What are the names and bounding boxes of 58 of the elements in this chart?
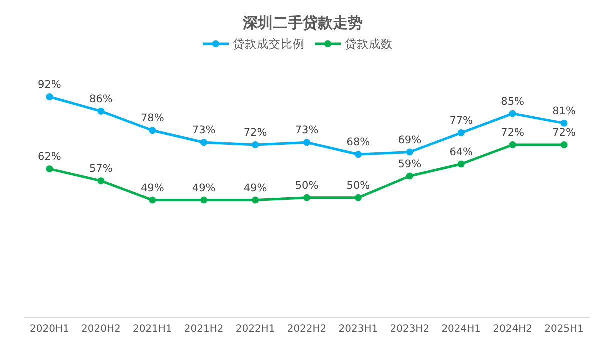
x-tick-label: 2021H1 <box>132 324 172 335</box>
point <box>304 139 310 146</box>
point <box>252 196 260 204</box>
point <box>149 196 156 204</box>
data-label: 92% <box>38 79 62 91</box>
data-label: 77% <box>450 115 474 128</box>
point <box>509 142 516 149</box>
point <box>406 148 414 156</box>
point <box>252 142 260 149</box>
data-label: 72% <box>552 127 576 140</box>
x-tick-label: 2020H2 <box>82 324 121 335</box>
data-label: 69% <box>398 134 422 146</box>
legend-label: 贷款成交比例 <box>233 37 305 51</box>
x-tick-label: 2021H2 <box>184 324 224 335</box>
point <box>406 172 414 180</box>
data-label: 86% <box>90 93 113 106</box>
point <box>98 108 105 115</box>
x-tick-label: 2022H1 <box>236 324 276 335</box>
point <box>458 160 465 168</box>
data-label: 50% <box>346 180 370 192</box>
data-label: 81% <box>552 105 576 118</box>
data-label: 62% <box>38 151 62 164</box>
data-label: 73% <box>295 124 319 137</box>
data-label: 50% <box>295 180 319 192</box>
data-label: 78% <box>140 112 164 125</box>
x-tick-label: 2024H1 <box>442 324 482 335</box>
data-label: 49% <box>140 182 164 194</box>
point <box>560 142 568 149</box>
point <box>354 151 362 158</box>
x-tick-label: 2024H2 <box>493 324 532 335</box>
point <box>46 166 54 173</box>
x-tick-label: 2023H1 <box>338 324 378 335</box>
data-label: 49% <box>244 182 268 194</box>
data-label: 72% <box>244 127 268 140</box>
data-label: 85% <box>501 96 525 108</box>
point <box>458 130 465 137</box>
point <box>98 178 105 185</box>
data-label: 49% <box>192 182 216 194</box>
point <box>354 194 362 202</box>
point <box>560 120 568 127</box>
x-tick-label: 2022H2 <box>287 324 327 335</box>
point <box>509 110 516 118</box>
point <box>200 196 208 204</box>
x-tick-label: 2020H1 <box>30 324 70 335</box>
legend-label: 贷款成数 <box>345 37 393 51</box>
point <box>200 139 208 146</box>
data-label: 72% <box>501 127 525 140</box>
data-label: 73% <box>192 124 216 137</box>
data-label: 59% <box>398 158 422 170</box>
x-tick-label: 2023H2 <box>390 324 430 335</box>
data-label: 68% <box>346 136 370 149</box>
data-label: 57% <box>90 163 113 176</box>
point <box>304 194 310 202</box>
chart-title: 深圳二手贷款走势 <box>242 14 363 32</box>
x-tick-label: 2025H1 <box>544 324 584 335</box>
point <box>149 127 156 134</box>
point <box>46 94 54 100</box>
data-label: 64% <box>450 146 474 158</box>
